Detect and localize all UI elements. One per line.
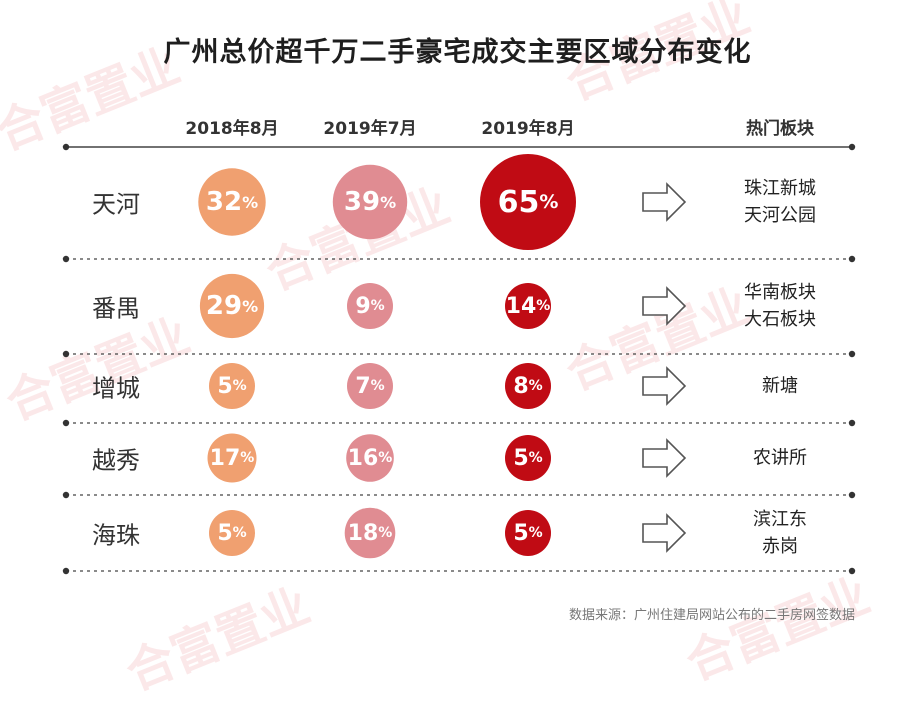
bubble-table: 32% 39% 65% 29% 9% 14% 5% 7% 8% 17% 16% 5% 5% 18% 5% — [62, 143, 856, 575]
value-bubble — [480, 154, 576, 250]
right-outline-arrow-icon — [642, 366, 687, 406]
value-label: 32% — [206, 187, 258, 217]
separator-dot — [62, 491, 70, 499]
separator-dot — [848, 419, 856, 427]
value-label: 14% — [506, 294, 551, 319]
separator-dot — [848, 567, 856, 575]
column-header: 2019年8月 — [481, 119, 575, 139]
region-label: 番禺 — [92, 294, 140, 323]
separator-dot — [62, 255, 70, 263]
column-header: 2018年8月 — [185, 119, 279, 139]
chart-title: 广州总价超千万二手豪宅成交主要区域分布变化 — [163, 37, 752, 68]
right-outline-arrow-icon — [642, 513, 687, 553]
hot-sector-name: 赤岗 — [762, 536, 798, 557]
value-label: 8% — [513, 374, 542, 399]
column-header: 2019年7月 — [323, 119, 417, 139]
separator-dot — [62, 143, 70, 151]
value-bubble — [198, 168, 266, 236]
region-label: 天河 — [92, 190, 140, 219]
value-label: 16% — [348, 446, 393, 471]
separator-dot — [62, 567, 70, 575]
separator-dot — [848, 143, 856, 151]
hot-sector-name: 滨江东 — [753, 509, 807, 530]
value-bubble — [347, 283, 393, 329]
value-label: 5% — [513, 521, 542, 546]
separator-dot — [62, 350, 70, 358]
hot-sector-name: 大石板块 — [744, 309, 816, 330]
hot-sector-name: 华南板块 — [744, 282, 816, 303]
value-label: 29% — [206, 291, 258, 321]
region-label: 海珠 — [92, 521, 140, 550]
value-label: 5% — [217, 521, 246, 546]
value-label: 18% — [348, 521, 393, 546]
value-label: 17% — [210, 446, 255, 471]
value-label: 5% — [513, 446, 542, 471]
hot-sector-name: 新塘 — [762, 375, 798, 397]
hot-sector-name: 天河公园 — [744, 205, 816, 226]
value-label: 65% — [498, 185, 559, 220]
value-label: 9% — [355, 294, 384, 319]
value-bubble — [505, 435, 551, 481]
value-bubble — [207, 433, 257, 483]
right-outline-arrow-icon — [642, 286, 687, 326]
value-bubble — [347, 363, 393, 409]
value-bubble — [209, 510, 255, 556]
region-label: 越秀 — [92, 446, 140, 475]
value-bubble — [505, 283, 551, 329]
value-bubble — [199, 273, 265, 339]
value-bubble — [505, 510, 551, 556]
value-bubble — [346, 434, 394, 482]
hot-sector-list: 华南板块 大石板块 — [720, 279, 840, 333]
right-outline-arrow-icon — [642, 438, 687, 478]
value-label: 5% — [217, 374, 246, 399]
value-bubble — [344, 507, 396, 559]
separator-dot — [848, 255, 856, 263]
hot-sector-header: 热门板块 — [746, 119, 814, 139]
hot-sector-name: 农讲所 — [753, 447, 807, 469]
data-source-note: 数据来源：广州住建局网站公布的二手房网签数据 — [568, 608, 855, 623]
hot-sector-name: 珠江新城 — [744, 178, 816, 199]
value-bubble — [332, 164, 408, 240]
value-bubble — [505, 363, 551, 409]
separator-dot — [62, 419, 70, 427]
region-label: 增城 — [92, 374, 140, 403]
separator-dot — [848, 350, 856, 358]
value-label: 7% — [355, 374, 384, 399]
hot-sector-list: 珠江新城 天河公园 — [720, 175, 840, 229]
separator-dot — [848, 491, 856, 499]
right-outline-arrow-icon — [642, 182, 687, 222]
hot-sector-list: 滨江东 赤岗 — [720, 506, 840, 560]
value-label: 39% — [344, 187, 396, 217]
hot-sector-list: 新塘 — [720, 373, 840, 400]
value-bubble — [209, 363, 255, 409]
hot-sector-list: 农讲所 — [720, 445, 840, 472]
